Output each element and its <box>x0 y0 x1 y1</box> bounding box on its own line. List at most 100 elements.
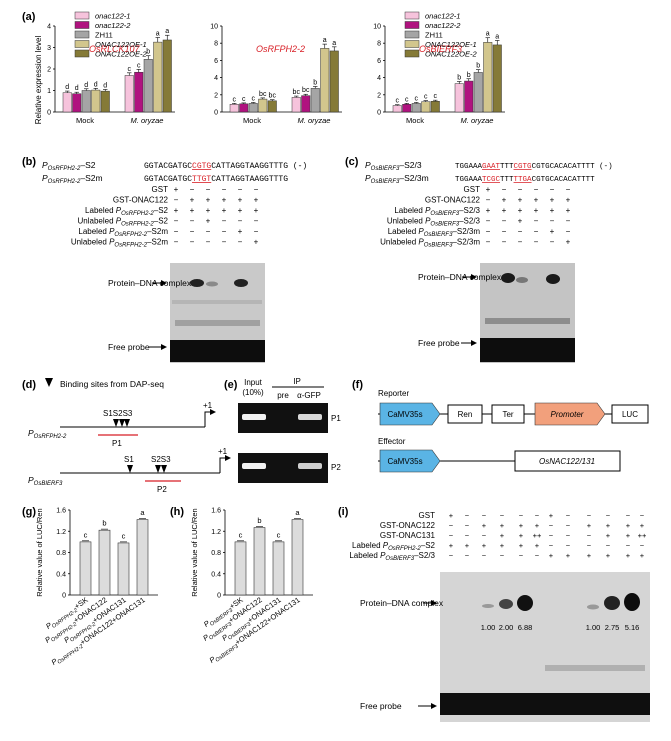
emsa-sign: − <box>254 217 259 226</box>
y-tick-label: 3 <box>47 45 51 52</box>
category-label: Mock <box>76 116 94 125</box>
emsa-row-label: Unlabeled POsRFPH2-2–S2 <box>78 217 169 228</box>
emsa-sign: + <box>550 196 555 205</box>
legend-swatch <box>404 11 420 20</box>
emsa-sign: − <box>587 541 592 550</box>
emsa-sign: − <box>587 511 592 520</box>
y-axis-label: Relative value of LUC/Ren <box>35 508 44 596</box>
bar <box>253 527 266 596</box>
prom1-label: POsRFPH2-2 <box>28 428 67 440</box>
panel-h-label: (h) <box>170 506 184 518</box>
emsa-sign: − <box>566 217 571 226</box>
legend-entry: ONAC122OE-2 <box>95 50 148 59</box>
emsa-sign: − <box>502 217 507 226</box>
binding-site-legend-icon <box>45 378 53 387</box>
bar <box>473 72 483 113</box>
gene-box <box>514 450 621 472</box>
significance-letter: b <box>257 516 261 525</box>
free-probe-label-i: Free probe <box>360 701 402 711</box>
emsa-sign: − <box>190 217 195 226</box>
sites2b-label: S2S3 <box>151 455 171 464</box>
emsa-row-label: Unlabeled POsBIERF3–S2/3m <box>380 238 480 249</box>
bar <box>91 89 101 113</box>
bar <box>134 71 144 113</box>
panel-e: (e) Input (10%) IP pre α-GFP P1 P2 <box>224 377 341 483</box>
emsa-sign: − <box>482 511 487 520</box>
emsa-sign: + <box>174 185 179 194</box>
bar <box>483 42 493 113</box>
panel-b-label: (b) <box>22 156 36 168</box>
bar <box>392 105 402 113</box>
significance-letter: b <box>457 74 461 81</box>
category-label: M. oryzae <box>298 116 331 125</box>
significance-letter: a <box>332 40 336 47</box>
y-tick-label: 10 <box>373 24 381 31</box>
legend-swatch <box>404 30 420 39</box>
emsa-row-label: Unlabeled POsRFPH2-2–S2m <box>71 238 169 249</box>
region-p1: P1 <box>112 439 122 448</box>
y-tick-label: 6 <box>214 58 218 65</box>
emsa-sign: − <box>606 541 611 550</box>
emsa-row-label: GST-ONAC122 <box>380 521 436 530</box>
y-tick-label: 0.8 <box>211 550 221 557</box>
significance-letter: c <box>242 96 246 103</box>
binding-sites-legend: Binding sites from DAP-seq <box>60 379 164 389</box>
gene-label: OsNAC122/131 <box>539 457 595 466</box>
gel-i-bands <box>440 593 650 715</box>
significance-letter: d <box>65 84 69 91</box>
panel-c: (c) POsBIERF3–S2/3 TGGAAAGAATTTTCGTGCGTG… <box>345 156 613 363</box>
legend-swatch <box>404 49 420 58</box>
emsa-sign: + <box>482 541 487 550</box>
emsa-sign: − <box>518 227 523 236</box>
significance-letter: a <box>295 508 300 517</box>
chart-title: OsRLCK107 <box>89 44 141 54</box>
significance-letter: a <box>495 33 499 40</box>
emsa-sign: + <box>566 206 571 215</box>
significance-letter: bc <box>293 89 301 96</box>
significance-letter: c <box>415 95 419 102</box>
emsa-sign: − <box>502 227 507 236</box>
significance-letter: a <box>486 31 490 38</box>
seq-s2-3m: POsBIERF3–S2/3m TGGAAATCGCTTTTTGACGTGCAC… <box>365 173 595 185</box>
bar <box>79 541 92 596</box>
emsa-row-label: Labeled POsBIERF3–S2/3m <box>388 227 481 238</box>
legend-entry: onac122-2 <box>425 21 461 30</box>
emsa-sign: − <box>486 196 491 205</box>
emsa-sign: − <box>465 521 470 530</box>
y-tick-label: 0 <box>377 110 381 117</box>
significance-letter: d <box>103 82 107 89</box>
legend-swatch <box>404 21 420 29</box>
legend-swatch <box>74 49 90 58</box>
emsa-sign: − <box>482 551 487 560</box>
emsa-row-label: Labeled POsBIERF3–S2/3 <box>394 206 480 217</box>
emsa-sign: − <box>465 551 470 560</box>
panel-b: (b) POsRFPH2-2–S2 GGTACGATGCCGTGCATTAGGT… <box>22 156 307 363</box>
y-tick-label: 4 <box>47 24 51 31</box>
emsa-table-i: GST + − − − − − + − − − − −GST-ONAC122− − + + + + − − + + + +GS… <box>349 511 647 562</box>
emsa-sign: + <box>465 541 470 550</box>
emsa-sign: + <box>206 196 211 205</box>
agfp-label: α-GFP <box>297 391 321 400</box>
significance-letter: c <box>137 62 141 69</box>
emsa-sign: − <box>550 238 555 247</box>
emsa-sign: + <box>640 521 645 530</box>
pre-label: pre <box>277 391 289 400</box>
bar <box>301 95 311 113</box>
bar <box>272 541 285 596</box>
emsa-sign: − <box>190 238 195 247</box>
luc-box <box>611 404 649 424</box>
emsa-sign: + <box>587 521 592 530</box>
y-tick-label: 2 <box>377 92 381 99</box>
panel-i: (i) GST + − − − − − + − − − − −GST-ONAC122− − + + + + − − + +… <box>338 506 650 722</box>
emsa-sign: + <box>566 551 571 560</box>
quant-value: 5.16 <box>625 623 640 632</box>
sites2a-label: S1 <box>124 455 134 464</box>
bar <box>229 104 239 113</box>
emsa-sign: + <box>519 521 524 530</box>
significance-letter: b <box>313 80 317 87</box>
emsa-sign: ++ <box>638 531 647 540</box>
y-axis-label: Relative expression level <box>34 36 43 125</box>
panel-f: (f) Reporter CaMV35s Ren Ter Promoter LU… <box>352 379 649 473</box>
